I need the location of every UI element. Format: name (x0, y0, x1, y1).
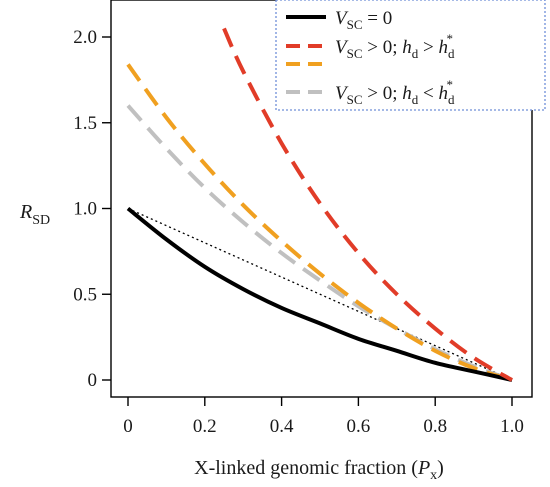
y-tick-label: 0 (88, 370, 98, 391)
legend-entry-0: VSC = 0 (335, 8, 392, 32)
x-tick-label: 0 (123, 416, 133, 437)
x-axis-var: P (417, 457, 430, 479)
x-tick-label: 0.4 (270, 416, 294, 437)
y-axis-var: R (19, 201, 32, 223)
x-tick-label: 0.2 (193, 416, 217, 437)
y-tick-label: 0.5 (73, 284, 97, 305)
x-axis-close: ) (437, 457, 444, 479)
y-tick-label: 1.5 (73, 113, 97, 134)
series-line-grey-dashed (126, 104, 513, 382)
y-axis-title: RSD (19, 201, 50, 228)
series-line-orange-dashed (126, 63, 513, 382)
series-layer (126, 27, 514, 382)
legend-entry-1: VSC > 0; hd > hd* (335, 31, 455, 61)
series-line-vsc-zero (126, 206, 513, 382)
y-tick-label: 1.0 (73, 199, 97, 220)
series-line-red-dashed (222, 27, 514, 382)
y-tick-label: 2.0 (73, 27, 97, 48)
legend-entry-3: VSC > 0; hd < hd* (335, 77, 455, 107)
x-axis-title: X-linked genomic fraction (Px) (194, 457, 444, 483)
x-axis-sub: x (430, 468, 437, 483)
x-tick-label: 0.6 (347, 416, 371, 437)
legend: VSC = 0 VSC > 0; hd > hd* VSC > 0; hd < … (275, 0, 546, 111)
x-tick-label: 0.8 (423, 416, 447, 437)
y-axis-sub: SD (32, 213, 50, 228)
x-tick-label: 1.0 (500, 416, 524, 437)
plot-frame (110, 0, 533, 398)
x-axis-title-main: X-linked genomic fraction ( (194, 457, 418, 479)
y-axis-ticks: 0 0.5 1.0 1.5 2.0 (73, 27, 111, 391)
x-axis-ticks: 0 0.2 0.4 0.6 0.8 1.0 (123, 397, 524, 437)
series-line-dotted-reference (127, 207, 513, 381)
